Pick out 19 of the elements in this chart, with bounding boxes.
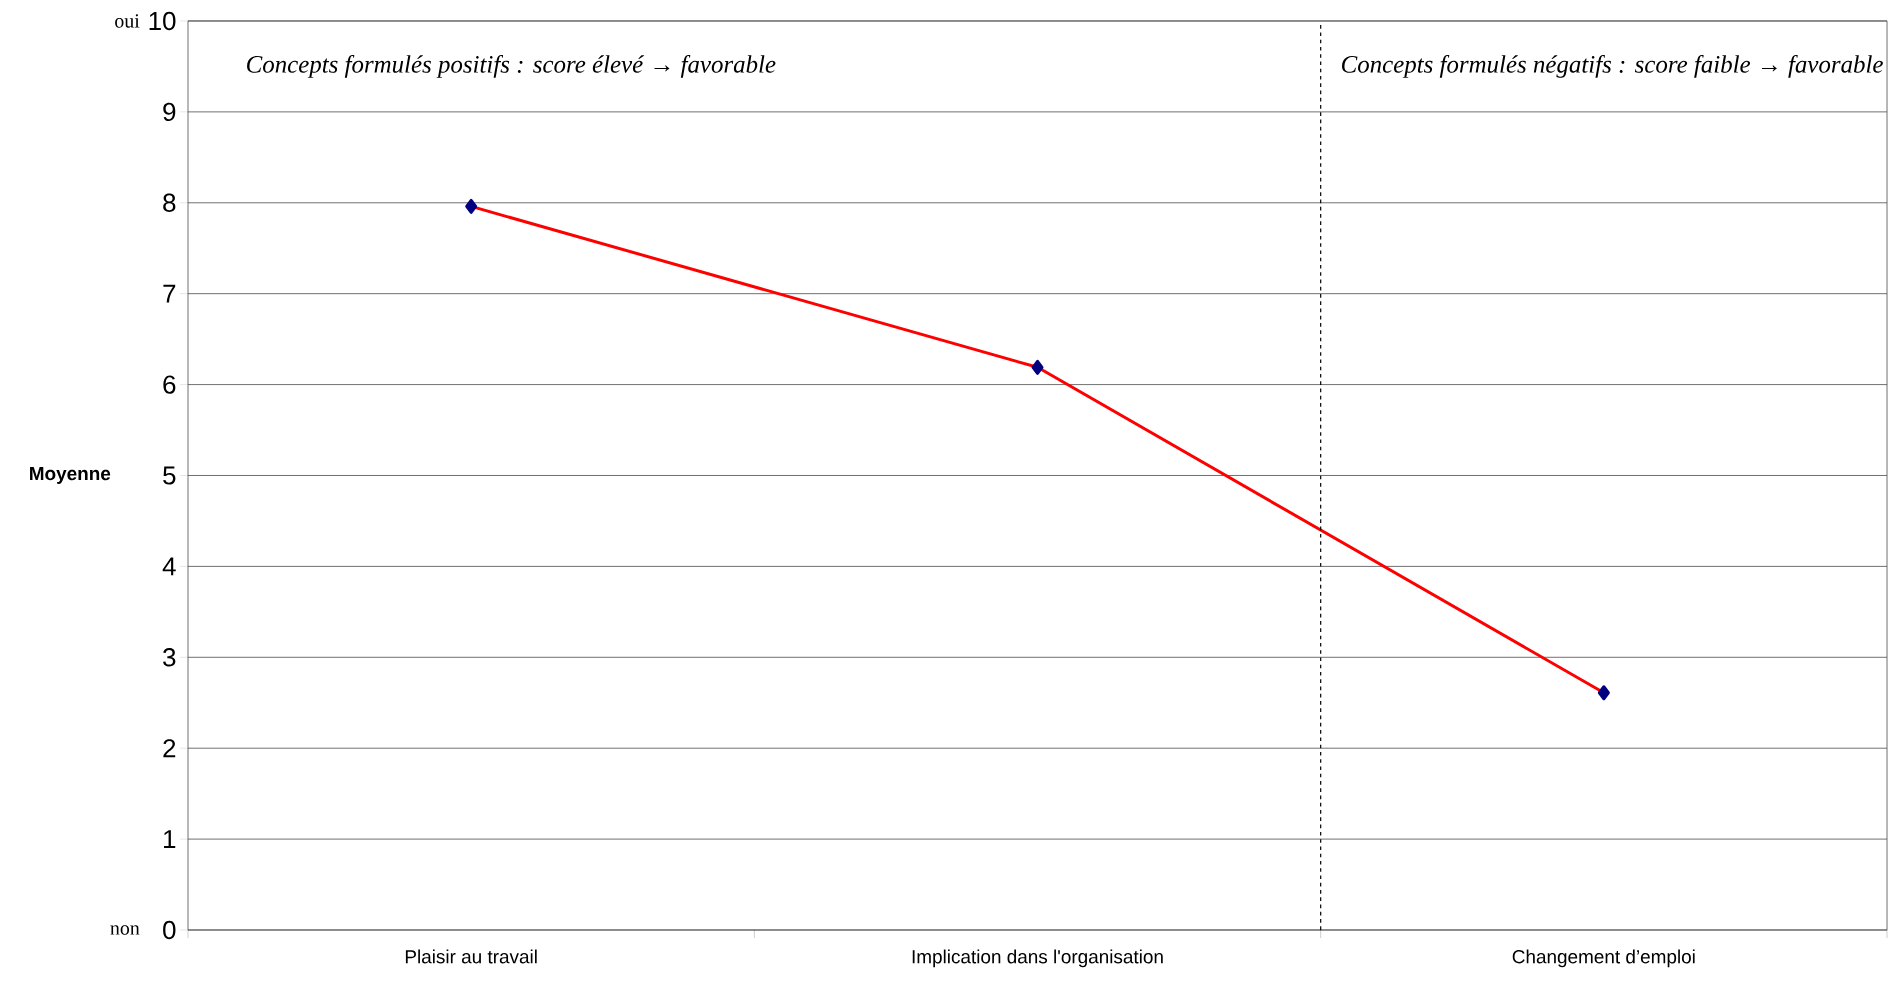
y-tick-label: 9: [163, 102, 176, 122]
y-tick-label: 6: [163, 375, 176, 394]
x-tick-label: Changement d’emploi: [1512, 949, 1695, 968]
y-tick-label: 0: [163, 920, 176, 940]
annotation: Concepts formulés négatifs : score faible → favorable: [1342, 55, 1883, 78]
y-tick-label: 8: [163, 193, 176, 212]
text: non: [110, 925, 140, 935]
y-tick-label: 2: [163, 739, 176, 758]
x-tick-label: Plaisir au travail: [405, 949, 537, 964]
x-tick-label: Implication dans l'organisation: [912, 949, 1163, 968]
annotation: Concepts formulés positifs : score élevé → favorable: [247, 55, 776, 78]
y-tick-label: 7: [163, 284, 176, 303]
y-tick-label: 3: [163, 648, 176, 667]
y-tick-label: 10: [149, 11, 176, 31]
y-axis-title: Moyenne: [30, 467, 111, 484]
y-tick-label: 5: [163, 466, 176, 485]
y-tick-label: 4: [162, 557, 176, 576]
y-tick-label: 1: [164, 830, 176, 849]
text: oui: [115, 14, 140, 28]
